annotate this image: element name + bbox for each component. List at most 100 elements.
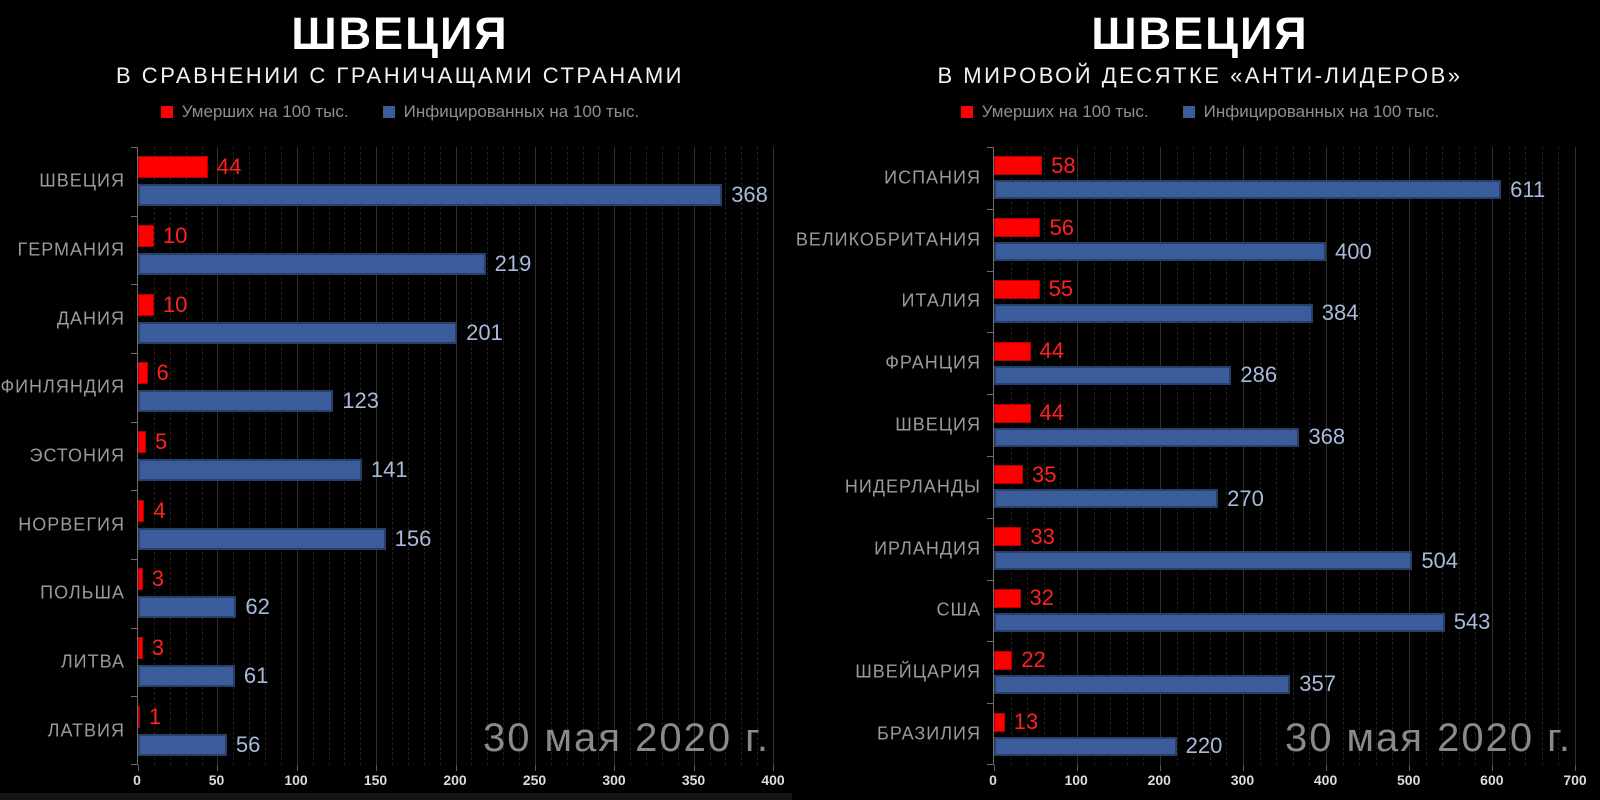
- infected-bar: [138, 596, 237, 619]
- deaths-bar: [994, 341, 1031, 361]
- infected-bar: [994, 242, 1326, 262]
- country-row: ФИНЛЯНДИЯ 6 123: [0, 353, 773, 422]
- country-row: ЛИТВА 3 61: [61, 628, 773, 697]
- x-axis-label: 150: [363, 772, 388, 788]
- deaths-value-label: 1: [149, 703, 162, 729]
- x-axis-label: 200: [1147, 772, 1171, 788]
- x-axis-label: 300: [1230, 772, 1255, 788]
- infected-value-label: 141: [370, 457, 408, 483]
- deaths-bar: [138, 499, 145, 522]
- deaths-bar-line: 56: [994, 216, 1575, 238]
- deaths-bar: [138, 705, 140, 728]
- deaths-bar: [994, 218, 1041, 238]
- infected-bar-line: 384: [994, 302, 1575, 324]
- infected-bar: [994, 303, 1313, 323]
- infected-bar-line: 219: [138, 253, 773, 275]
- x-axis-tick: [773, 765, 774, 771]
- deaths-value-label: 33: [1030, 523, 1055, 549]
- legend-item-infected: Инфицированных на 100 тыс.: [1182, 102, 1439, 122]
- bottom-edge-strip: [0, 793, 792, 800]
- deaths-value-label: 3: [151, 566, 164, 592]
- country-row: ВЕЛИКОБРИТАНИЯ 56 400: [796, 209, 1575, 271]
- y-axis-tick: [131, 764, 138, 765]
- deaths-value-label: 44: [216, 154, 242, 180]
- deaths-bar: [138, 362, 148, 385]
- country-label: ПОЛЬША: [40, 582, 125, 603]
- deaths-value-label: 55: [1048, 276, 1074, 302]
- deaths-bar-line: 44: [138, 154, 773, 180]
- infected-bar-line: 56: [138, 733, 773, 756]
- y-axis-tick: [987, 517, 994, 519]
- infected-bar-line: 156: [138, 527, 773, 550]
- country-label: ФРАНЦИЯ: [885, 352, 981, 373]
- y-axis-tick: [987, 641, 994, 643]
- infected-value-label: 270: [1227, 485, 1264, 511]
- chart-neighbor-countries: ШВЕЦИЯ В СРАВНЕНИИ С ГРАНИЧАЩАМИ СТРАНАМ…: [0, 8, 792, 800]
- chart-title: ШВЕЦИЯ: [291, 8, 509, 59]
- country-label: ДАНИЯ: [56, 308, 125, 329]
- deaths-bar: [138, 225, 154, 247]
- x-axis-label: 50: [208, 772, 225, 788]
- plot-area: ШВЕЦИЯ 44 368 ГЕРМАНИЯ 10 219 ДАНИЯ 10 201 ФИНЛЯН…: [0, 147, 774, 771]
- infected-value-label: 611: [1510, 176, 1546, 202]
- infected-bar-line: 504: [994, 549, 1575, 571]
- country-label: ИСПАНИЯ: [884, 167, 981, 188]
- deaths-value-label: 13: [1013, 709, 1039, 735]
- x-axis-label: 350: [681, 772, 706, 788]
- x-axis-label: 400: [761, 772, 785, 788]
- deaths-bar-line: 1: [138, 703, 773, 729]
- country-label: ШВЕЙЦАРИЯ: [855, 661, 981, 682]
- infected-bar-line: 368: [138, 184, 773, 207]
- deaths-bar-line: 32: [994, 585, 1575, 611]
- deaths-bar: [138, 293, 154, 316]
- infected-bar: [138, 390, 334, 413]
- country-row: ИТАЛИЯ 55 384: [902, 271, 1575, 333]
- infected-bar: [138, 733, 227, 756]
- y-axis-tick: [987, 579, 994, 581]
- deaths-value-label: 44: [1039, 338, 1064, 364]
- deaths-bar: [994, 156, 1043, 176]
- deaths-bar: [994, 588, 1021, 608]
- infected-bar-line: 141: [138, 457, 773, 483]
- deaths-bar-line: 22: [994, 649, 1575, 671]
- chart-world-anti-leaders: ШВЕЦИЯ В МИРОВОЙ ДЕСЯТКЕ «АНТИ-ЛИДЕРОВ» …: [796, 0, 1600, 800]
- deaths-bar-line: 4: [138, 497, 773, 523]
- y-axis-tick: [131, 696, 138, 698]
- deaths-bar: [994, 279, 1040, 299]
- y-axis-tick: [131, 284, 138, 286]
- y-axis-tick: [131, 558, 138, 560]
- deaths-value-label: 10: [162, 223, 188, 248]
- deaths-bar-line: 3: [138, 637, 773, 660]
- infected-bar: [138, 665, 235, 688]
- deaths-bar-line: 55: [994, 276, 1575, 302]
- country-row: ПОЛЬША 3 62: [40, 559, 773, 628]
- x-axis-label: 700: [1563, 772, 1587, 788]
- infected-value-label: 357: [1299, 671, 1337, 697]
- y-axis-tick: [987, 208, 994, 210]
- infected-value-label: 368: [1308, 424, 1346, 450]
- deaths-value-label: 5: [154, 429, 168, 455]
- y-axis-tick: [131, 147, 138, 148]
- x-axis-label: 500: [1397, 772, 1421, 788]
- deaths-value-label: 4: [153, 497, 166, 523]
- major-gridline: [773, 147, 774, 765]
- infected-bar-line: 286: [994, 364, 1575, 386]
- deaths-value-label: 35: [1032, 461, 1057, 487]
- infected-bar: [138, 321, 458, 344]
- infected-bar-line: 543: [994, 609, 1575, 635]
- country-row: НОРВЕГИЯ 4 156: [18, 490, 773, 559]
- infected-bar: [994, 427, 1300, 447]
- x-axis-label: 100: [284, 772, 308, 788]
- plot-area: ИСПАНИЯ 58 611 ВЕЛИКОБРИТАНИЯ 56 400 ИТАЛИЯ 55 3…: [796, 147, 1576, 771]
- deaths-value-label: 32: [1029, 585, 1055, 611]
- country-label: ИТАЛИЯ: [901, 290, 981, 311]
- country-label: ШВЕЦИЯ: [39, 170, 125, 191]
- deaths-swatch-icon: [960, 106, 973, 118]
- infected-value-label: 400: [1335, 238, 1372, 264]
- infected-value-label: 543: [1453, 609, 1491, 635]
- infected-bar-line: 201: [138, 321, 773, 344]
- country-row: ШВЕЙЦАРИЯ 22 357: [855, 641, 1575, 703]
- y-axis-tick: [987, 270, 994, 272]
- country-label: ГЕРМАНИЯ: [17, 239, 125, 260]
- legend-item-infected: Инфицированных на 100 тыс.: [382, 102, 639, 122]
